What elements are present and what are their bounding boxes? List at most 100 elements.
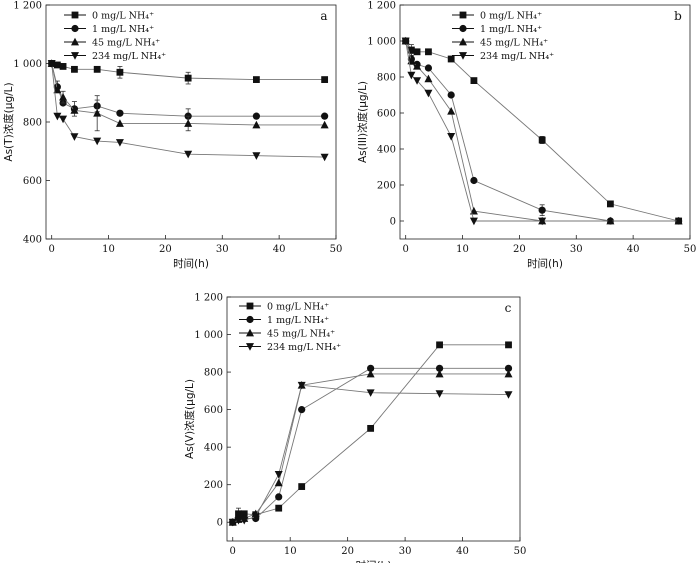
x-tick-label: 40 [273, 244, 286, 255]
data-point [252, 120, 261, 129]
data-point [321, 112, 329, 120]
x-tick-label: 30 [399, 546, 412, 557]
data-point [93, 65, 101, 73]
data-point [184, 119, 193, 127]
legend: 0 mg/L NH₄⁺ 1 mg/L NH₄⁺ 45 mg/L NH₄⁺ 234 mg… [64, 11, 166, 62]
data-point [366, 369, 375, 378]
data-point [240, 510, 248, 518]
y-tick-label: 800 [377, 73, 396, 84]
legend-marker [246, 315, 254, 324]
legend: 0 mg/L NH₄⁺ 1 mg/L NH₄⁺ 45 mg/L NH₄⁺ 234 mg… [239, 302, 341, 353]
data-point [59, 92, 68, 101]
data-point [53, 61, 61, 69]
data-point [424, 74, 433, 83]
x-tick-label: 0 [402, 244, 408, 255]
y-tick-label: 600 [377, 109, 396, 120]
x-tick-label: 10 [102, 244, 115, 255]
legend-label: 45 mg/L NH₄⁺ [92, 38, 160, 49]
data-point [93, 137, 102, 146]
legend-label: 45 mg/L NH₄⁺ [480, 38, 548, 49]
x-tick-label: 20 [513, 244, 526, 255]
series-square [48, 60, 329, 85]
data-point [413, 77, 422, 85]
data-point [116, 68, 124, 76]
data-point [367, 364, 375, 372]
x-tick-label: 20 [341, 546, 354, 557]
plot-frame [45, 4, 337, 240]
data-point [606, 216, 615, 225]
data-point [235, 510, 242, 518]
data-point [424, 89, 433, 98]
data-point [47, 60, 56, 68]
x-tick-label: 10 [284, 546, 297, 557]
y-tick-label: 800 [23, 118, 42, 129]
data-point [321, 76, 329, 83]
y-tick-label: 1 000 [194, 330, 223, 341]
x-tick-label: 40 [627, 244, 640, 255]
data-point [470, 77, 478, 84]
series-line [405, 40, 679, 222]
data-point [606, 200, 614, 208]
panel-label: c [505, 301, 512, 315]
data-point [366, 389, 375, 397]
panel-label: b [674, 9, 682, 23]
plot-frame [399, 4, 691, 240]
data-point [425, 48, 432, 56]
data-point [407, 46, 415, 54]
data-point [297, 381, 306, 390]
y-tick-label: 1 200 [194, 293, 223, 304]
data-point [504, 391, 513, 399]
data-point [674, 216, 683, 225]
legend-label: 0 mg/L NH₄⁺ [480, 11, 542, 22]
data-point [447, 107, 456, 115]
data-point [447, 91, 455, 99]
data-point [184, 74, 192, 82]
legend-label: 234 mg/L NH₄⁺ [267, 342, 341, 353]
chart-panel-b: 0 10 20 30 40 50 0 200 400 600 800 1 000 1 200 时间(h) A… [356, 1, 696, 271]
data-point [53, 112, 62, 121]
y-axis-title: As(III)浓度(μg/L) [356, 81, 369, 163]
series-triangle-down [401, 37, 547, 226]
legend-marker [71, 37, 79, 46]
legend-marker [459, 37, 467, 46]
data-point [53, 85, 62, 94]
data-point [116, 109, 124, 117]
plot-frame [226, 296, 521, 542]
legend-label: 1 mg/L NH₄⁺ [480, 24, 542, 35]
legend-marker [246, 343, 254, 351]
x-tick-label: 0 [230, 546, 236, 557]
legend-label: 234 mg/L NH₄⁺ [92, 51, 166, 62]
y-tick-label: 400 [23, 235, 42, 246]
data-point [184, 150, 193, 159]
legend-label: 45 mg/L NH₄⁺ [267, 329, 335, 340]
data-point [401, 37, 410, 46]
panel-label: a [320, 9, 327, 23]
data-point [252, 152, 261, 160]
data-point [298, 483, 306, 490]
legend-label: 234 mg/L NH₄⁺ [480, 51, 554, 62]
y-tick-label: 1 000 [13, 59, 42, 70]
x-tick-label: 10 [456, 244, 469, 255]
x-tick-label: 50 [684, 244, 697, 255]
legend-label: 1 mg/L NH₄⁺ [267, 315, 329, 326]
y-tick-label: 1 000 [367, 37, 396, 48]
x-axis-title: 时间(h) [173, 257, 209, 270]
legend-marker [71, 11, 79, 19]
y-tick-label: 600 [204, 405, 223, 416]
data-point [234, 516, 243, 525]
data-point [407, 71, 416, 80]
series-triangle-down [228, 381, 513, 527]
series-line [405, 40, 679, 222]
data-point [447, 133, 456, 141]
data-point [413, 48, 421, 56]
legend-marker [459, 24, 467, 33]
y-axis-title: As(V)浓度(μg/L) [183, 379, 196, 459]
data-point [367, 424, 375, 432]
data-point [252, 112, 260, 120]
legend: 0 mg/L NH₄⁺ 1 mg/L NH₄⁺ 45 mg/L NH₄⁺ 234 mg… [452, 11, 554, 62]
data-point [413, 62, 422, 70]
y-tick-label: 800 [204, 368, 223, 379]
x-tick-label: 40 [456, 546, 469, 557]
legend-marker [246, 328, 254, 337]
